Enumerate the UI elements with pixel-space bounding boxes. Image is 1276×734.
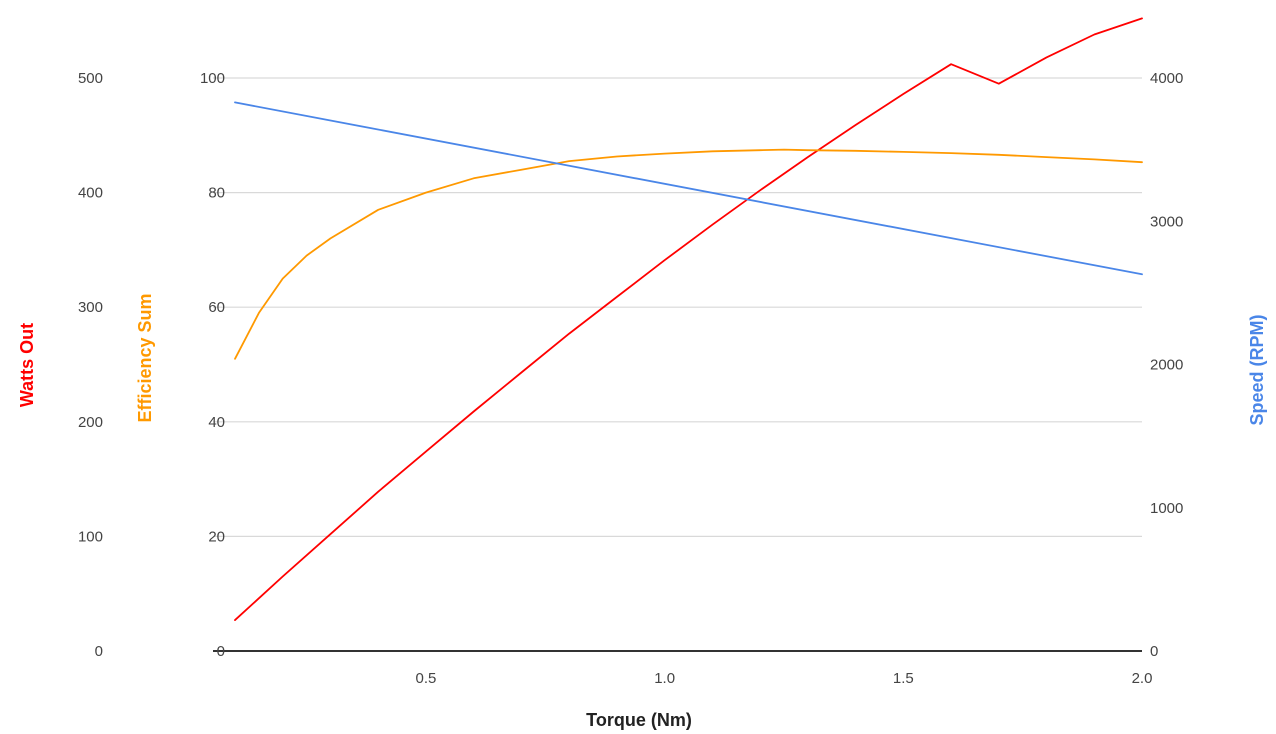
gridlines (213, 77, 1142, 538)
watts-tick-label: 200 (78, 414, 103, 431)
efficiency-axis-title: Efficiency Sum (135, 293, 155, 422)
efficiency-series-line (234, 148, 1143, 360)
x-tick-label: 1.5 (893, 670, 914, 687)
efficiency-tick-label: 100 (200, 70, 225, 87)
efficiency-axis-ticks: 0 20 40 60 80 100 (200, 70, 225, 660)
speed-series-line (234, 101, 1143, 276)
speed-tick-label: 1000 (1150, 500, 1183, 517)
watts-axis-title: Watts Out (17, 323, 37, 407)
speed-tick-label: 0 (1150, 643, 1158, 660)
watts-tick-label: 300 (78, 299, 103, 316)
efficiency-tick-label: 20 (208, 528, 225, 545)
watts-tick-label: 400 (78, 185, 103, 202)
watts-axis-ticks: 0 100 200 300 400 500 (78, 70, 103, 660)
speed-axis-ticks: 0 1000 2000 3000 4000 (1150, 70, 1183, 660)
watts-tick-label: 0 (95, 643, 103, 660)
speed-axis-title: Speed (RPM) (1247, 314, 1267, 425)
x-tick-label: 0.5 (416, 670, 437, 687)
efficiency-tick-label: 0 (217, 643, 225, 660)
speed-tick-label: 3000 (1150, 213, 1183, 230)
speed-tick-label: 2000 (1150, 357, 1183, 374)
efficiency-tick-label: 60 (208, 299, 225, 316)
x-tick-label: 1.0 (654, 670, 675, 687)
watts-series-line (234, 17, 1143, 621)
efficiency-tick-label: 80 (208, 185, 225, 202)
watts-tick-label: 500 (78, 70, 103, 87)
x-tick-label: 2.0 (1132, 670, 1153, 687)
speed-tick-label: 4000 (1150, 70, 1183, 87)
efficiency-tick-label: 40 (208, 414, 225, 431)
series-lines (234, 17, 1143, 621)
x-axis-title: Torque (Nm) (586, 710, 692, 730)
watts-tick-label: 100 (78, 528, 103, 545)
x-axis-ticks: 0.5 1.0 1.5 2.0 (416, 670, 1153, 687)
